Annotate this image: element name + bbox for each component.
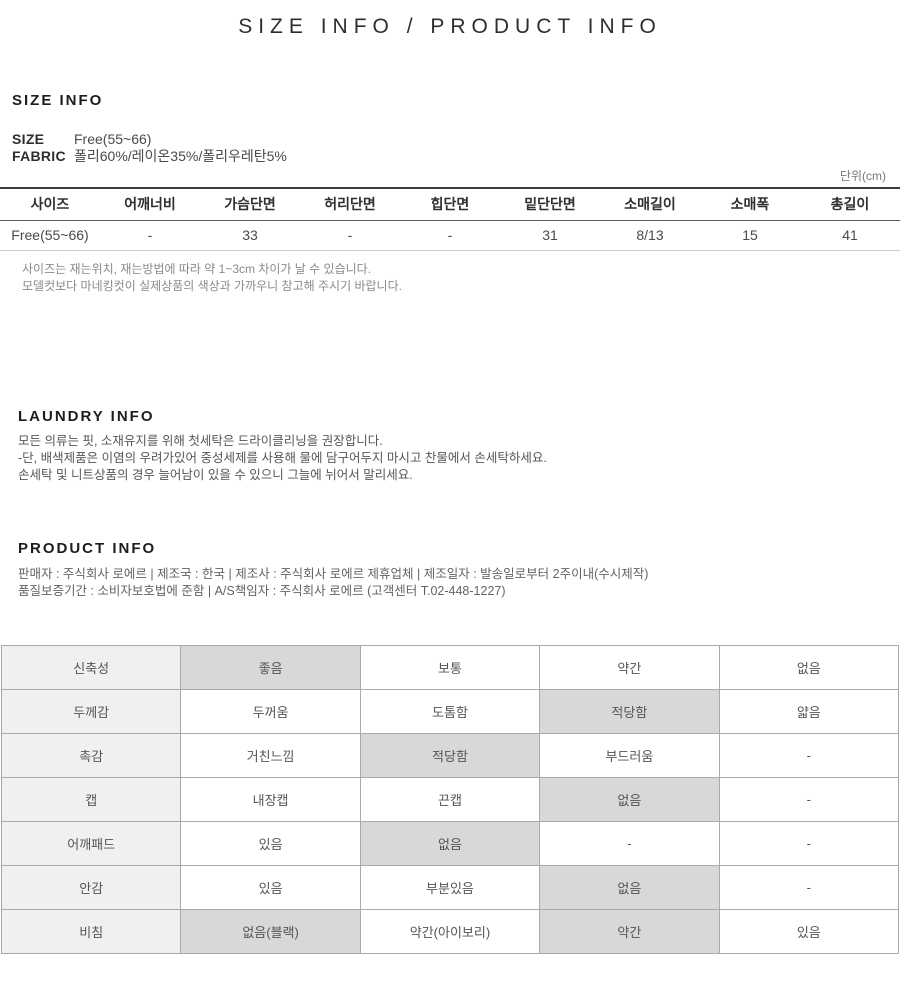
property-option-cell: 적당함 — [539, 688, 720, 734]
property-option-cell: 내장캡 — [180, 776, 361, 822]
laundry-info-heading: LAUNDRY INFO — [18, 407, 155, 425]
product-info-section: PRODUCT INFO 판매자 : 주식회사 로에르 | 제조국 : 한국 |… — [0, 540, 900, 600]
size-table: 사이즈 어깨너비 가슴단면 허리단면 힙단면 밑단단면 소매길이 소매폭 총길이 Free(55… — [0, 187, 900, 251]
size-column-header: 소매길이 — [600, 188, 700, 221]
property-option-cell: 약간 — [539, 644, 720, 690]
property-label-cell: 캡 — [0, 776, 182, 822]
property-option-cell: - — [718, 732, 900, 778]
property-option-cell: 없음 — [539, 864, 720, 910]
property-option-cell: 좋음 — [180, 644, 361, 690]
property-option-cell: - — [718, 776, 900, 822]
size-table-header-row: 사이즈 어깨너비 가슴단면 허리단면 힙단면 밑단단면 소매길이 소매폭 총길이 — [0, 188, 900, 221]
property-option-cell: 끈캡 — [359, 776, 541, 822]
size-attribute-list: SIZE Free(55~66) FABRIC 폴리60%/레이온35%/폴리우레탄5… — [12, 131, 900, 165]
product-info-line: 판매자 : 주식회사 로에르 | 제조국 : 한국 | 제조사 : 주식회사 로… — [18, 566, 649, 581]
property-option-cell: 있음 — [180, 820, 361, 866]
property-option-cell: 있음 — [180, 864, 361, 910]
laundry-info-line: 손세탁 및 니트상품의 경우 늘어남이 있을 수 있으니 그늘에 뉘어서 말리세… — [18, 467, 413, 482]
property-row: 안감 있음 부분있음 없음 - — [0, 864, 900, 910]
size-value-cell: - — [400, 220, 500, 251]
property-option-cell: 보통 — [359, 644, 541, 690]
property-option-cell: 적당함 — [359, 732, 541, 778]
size-info-section: SIZE INFO SIZE Free(55~66) FABRIC 폴리60%/레이온… — [0, 92, 900, 295]
size-column-header: 힙단면 — [400, 188, 500, 221]
property-option-cell: - — [718, 820, 900, 866]
property-option-cell: 얇음 — [718, 688, 900, 734]
size-column-header: 총길이 — [800, 188, 900, 221]
size-value-cell: - — [100, 220, 200, 251]
property-option-cell: 없음 — [539, 776, 720, 822]
property-option-cell: 약간(아이보리) — [359, 908, 541, 954]
property-label-cell: 비침 — [0, 908, 182, 954]
property-option-cell: 없음(블랙) — [180, 908, 361, 954]
size-column-header: 가슴단면 — [200, 188, 300, 221]
property-option-cell: 없음 — [359, 820, 541, 866]
property-label-cell: 신축성 — [0, 644, 182, 690]
size-attribute-row: FABRIC 폴리60%/레이온35%/폴리우레탄5% — [12, 148, 900, 165]
size-column-header: 밑단단면 — [500, 188, 600, 221]
property-row: 비침 없음(블랙) 약간(아이보리) 약간 있음 — [0, 908, 900, 954]
unit-label: 단위(cm) — [839, 169, 886, 183]
size-value-cell: 8/13 — [600, 220, 700, 251]
size-attribute-value: Free(55~66) — [74, 131, 152, 147]
size-value-cell: Free(55~66) — [0, 220, 100, 251]
size-column-header: 사이즈 — [0, 188, 100, 221]
property-row: 신축성 좋음 보통 약간 없음 — [0, 644, 900, 690]
size-value-cell: 15 — [700, 220, 800, 251]
property-option-cell: - — [539, 820, 720, 866]
product-info-line: 품질보증기간 : 소비자보호법에 준함 | A/S책임자 : 주식회사 로에르 … — [18, 583, 506, 598]
size-column-header: 어깨너비 — [100, 188, 200, 221]
property-option-cell: - — [718, 864, 900, 910]
property-label-cell: 어깨패드 — [0, 820, 182, 866]
size-value-cell: 33 — [200, 220, 300, 251]
product-info-heading: PRODUCT INFO — [18, 539, 157, 557]
size-value-cell: 31 — [500, 220, 600, 251]
size-attribute-value: 폴리60%/레이온35%/폴리우레탄5% — [74, 148, 287, 164]
page-title: SIZE INFO / PRODUCT INFO — [238, 15, 662, 38]
laundry-info-line: -단, 배색제품은 이염의 우려가있어 중성세제를 사용해 물에 담구어두지 마… — [18, 450, 547, 465]
size-column-header: 허리단면 — [300, 188, 400, 221]
property-option-cell: 있음 — [718, 908, 900, 954]
size-note-line: 모델컷보다 마네킹컷이 실제상품의 색상과 가까우니 참고해 주시기 바랍니다. — [22, 278, 402, 293]
property-option-cell: 도톰함 — [359, 688, 541, 734]
property-option-cell: 없음 — [718, 644, 900, 690]
size-value-cell: 41 — [800, 220, 900, 251]
size-note-line: 사이즈는 재는위치, 재는방법에 따라 약 1~3cm 차이가 날 수 있습니다… — [22, 261, 372, 276]
product-property-table: 신축성 좋음 보통 약간 없음 두께감 두꺼움 도톰함 적당함 얇음 촉감 거친느낌 적당함 부드러움 - 캡… — [0, 644, 900, 954]
laundry-info-line: 모든 의류는 핏, 소재유지를 위해 첫세탁은 드라이클리닝을 권장합니다. — [18, 433, 383, 448]
property-label-cell: 두께감 — [0, 688, 182, 734]
product-info-text: 판매자 : 주식회사 로에르 | 제조국 : 한국 | 제조사 : 주식회사 로… — [18, 566, 900, 600]
property-label-cell: 안감 — [0, 864, 182, 910]
size-attribute-row: SIZE Free(55~66) — [12, 131, 900, 148]
property-option-cell: 거친느낌 — [180, 732, 361, 778]
size-table-data-row: Free(55~66) -33- -31 8/13 15 41 — [0, 220, 900, 251]
size-attribute-label: SIZE — [12, 131, 45, 147]
laundry-info-text: 모든 의류는 핏, 소재유지를 위해 첫세탁은 드라이클리닝을 권장합니다. -단… — [18, 433, 900, 484]
size-value-cell: - — [300, 220, 400, 251]
property-option-cell: 부분있음 — [359, 864, 541, 910]
product-property-table-body: 신축성 좋음 보통 약간 없음 두께감 두꺼움 도톰함 적당함 얇음 촉감 거친느낌 적당함 부드러움 - 캡… — [0, 644, 900, 954]
size-attribute-label: FABRIC — [12, 148, 66, 164]
property-row: 촉감 거친느낌 적당함 부드러움 - — [0, 732, 900, 778]
property-row: 어깨패드 있음 없음 - - — [0, 820, 900, 866]
property-label-cell: 촉감 — [0, 732, 182, 778]
property-row: 두께감 두꺼움 도톰함 적당함 얇음 — [0, 688, 900, 734]
size-notes: 사이즈는 재는위치, 재는방법에 따라 약 1~3cm 차이가 날 수 있습니다… — [22, 261, 900, 295]
size-info-heading: SIZE INFO — [12, 92, 104, 109]
product-detail-info-page: SIZE INFO / PRODUCT INFO SIZE INFO SIZE F… — [0, 15, 900, 954]
property-row: 캡 내장캡 끈캡 없음 - — [0, 776, 900, 822]
property-option-cell: 두꺼움 — [180, 688, 361, 734]
property-option-cell: 약간 — [539, 908, 720, 954]
laundry-info-section: LAUNDRY INFO 모든 의류는 핏, 소재유지를 위해 첫세탁은 드라이… — [0, 408, 900, 484]
property-option-cell: 부드러움 — [539, 732, 720, 778]
size-column-header: 소매폭 — [700, 188, 800, 221]
